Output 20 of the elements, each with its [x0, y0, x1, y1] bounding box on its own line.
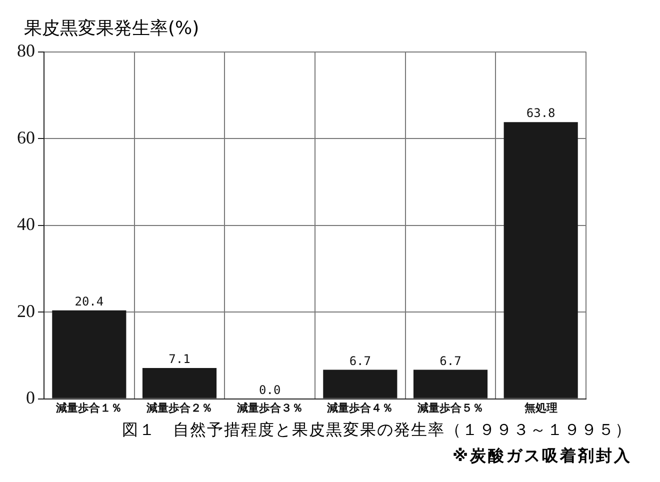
- y-tick-label: 80: [17, 40, 35, 61]
- x-tick-label: 減量歩合２％: [146, 401, 212, 414]
- data-label: 6.7: [349, 354, 372, 368]
- y-tick-label: 40: [17, 214, 35, 234]
- caption: 図１ 自然予措程度と果皮黒変果の発生率（１９９３～１９９５）: [122, 420, 632, 441]
- y-axis-title: 果皮黒変果発生率(%): [24, 17, 200, 40]
- data-label: 7.1: [168, 352, 190, 366]
- data-label: 63.8: [526, 106, 556, 120]
- y-tick-label: 60: [17, 127, 35, 148]
- data-label: 6.7: [440, 354, 462, 368]
- x-tick-label: 減量歩合５％: [416, 401, 484, 414]
- data-label: 0.0: [258, 382, 281, 397]
- x-tick-label: 減量歩合１％: [55, 401, 122, 414]
- data-label: 20.4: [74, 294, 104, 308]
- y-tick-label: 0: [26, 388, 35, 408]
- text: ※炭酸ガス吸着剤封入: [452, 446, 632, 467]
- x-tick-label: 減量歩合３％: [236, 401, 303, 414]
- x-tick-label: 無処理: [523, 401, 558, 414]
- y-tick-label: 20: [17, 300, 35, 321]
- x-tick-label: 減量歩合４％: [326, 401, 394, 414]
